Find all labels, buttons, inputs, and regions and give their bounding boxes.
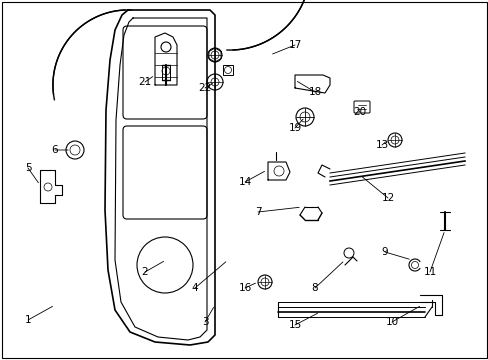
Text: 7: 7: [254, 207, 261, 217]
Text: 15: 15: [288, 320, 301, 330]
Bar: [223, 65, 232, 75]
Text: 22: 22: [198, 83, 211, 93]
Text: 5: 5: [24, 163, 31, 173]
Text: 18: 18: [308, 87, 321, 97]
Text: 4: 4: [191, 283, 198, 293]
Text: 12: 12: [381, 193, 394, 203]
Text: 3: 3: [201, 317, 208, 327]
Text: 19: 19: [288, 123, 301, 133]
Text: 1: 1: [24, 315, 31, 325]
Text: 13: 13: [375, 140, 388, 150]
Text: 8: 8: [311, 283, 318, 293]
Text: 21: 21: [138, 77, 151, 87]
Text: 16: 16: [238, 283, 251, 293]
Text: 14: 14: [238, 177, 251, 187]
Text: 9: 9: [381, 247, 387, 257]
Text: 17: 17: [288, 40, 301, 50]
Text: 20: 20: [353, 107, 366, 117]
Text: 2: 2: [142, 267, 148, 277]
Text: 10: 10: [385, 317, 398, 327]
Text: 11: 11: [423, 267, 436, 277]
Text: 6: 6: [52, 145, 58, 155]
